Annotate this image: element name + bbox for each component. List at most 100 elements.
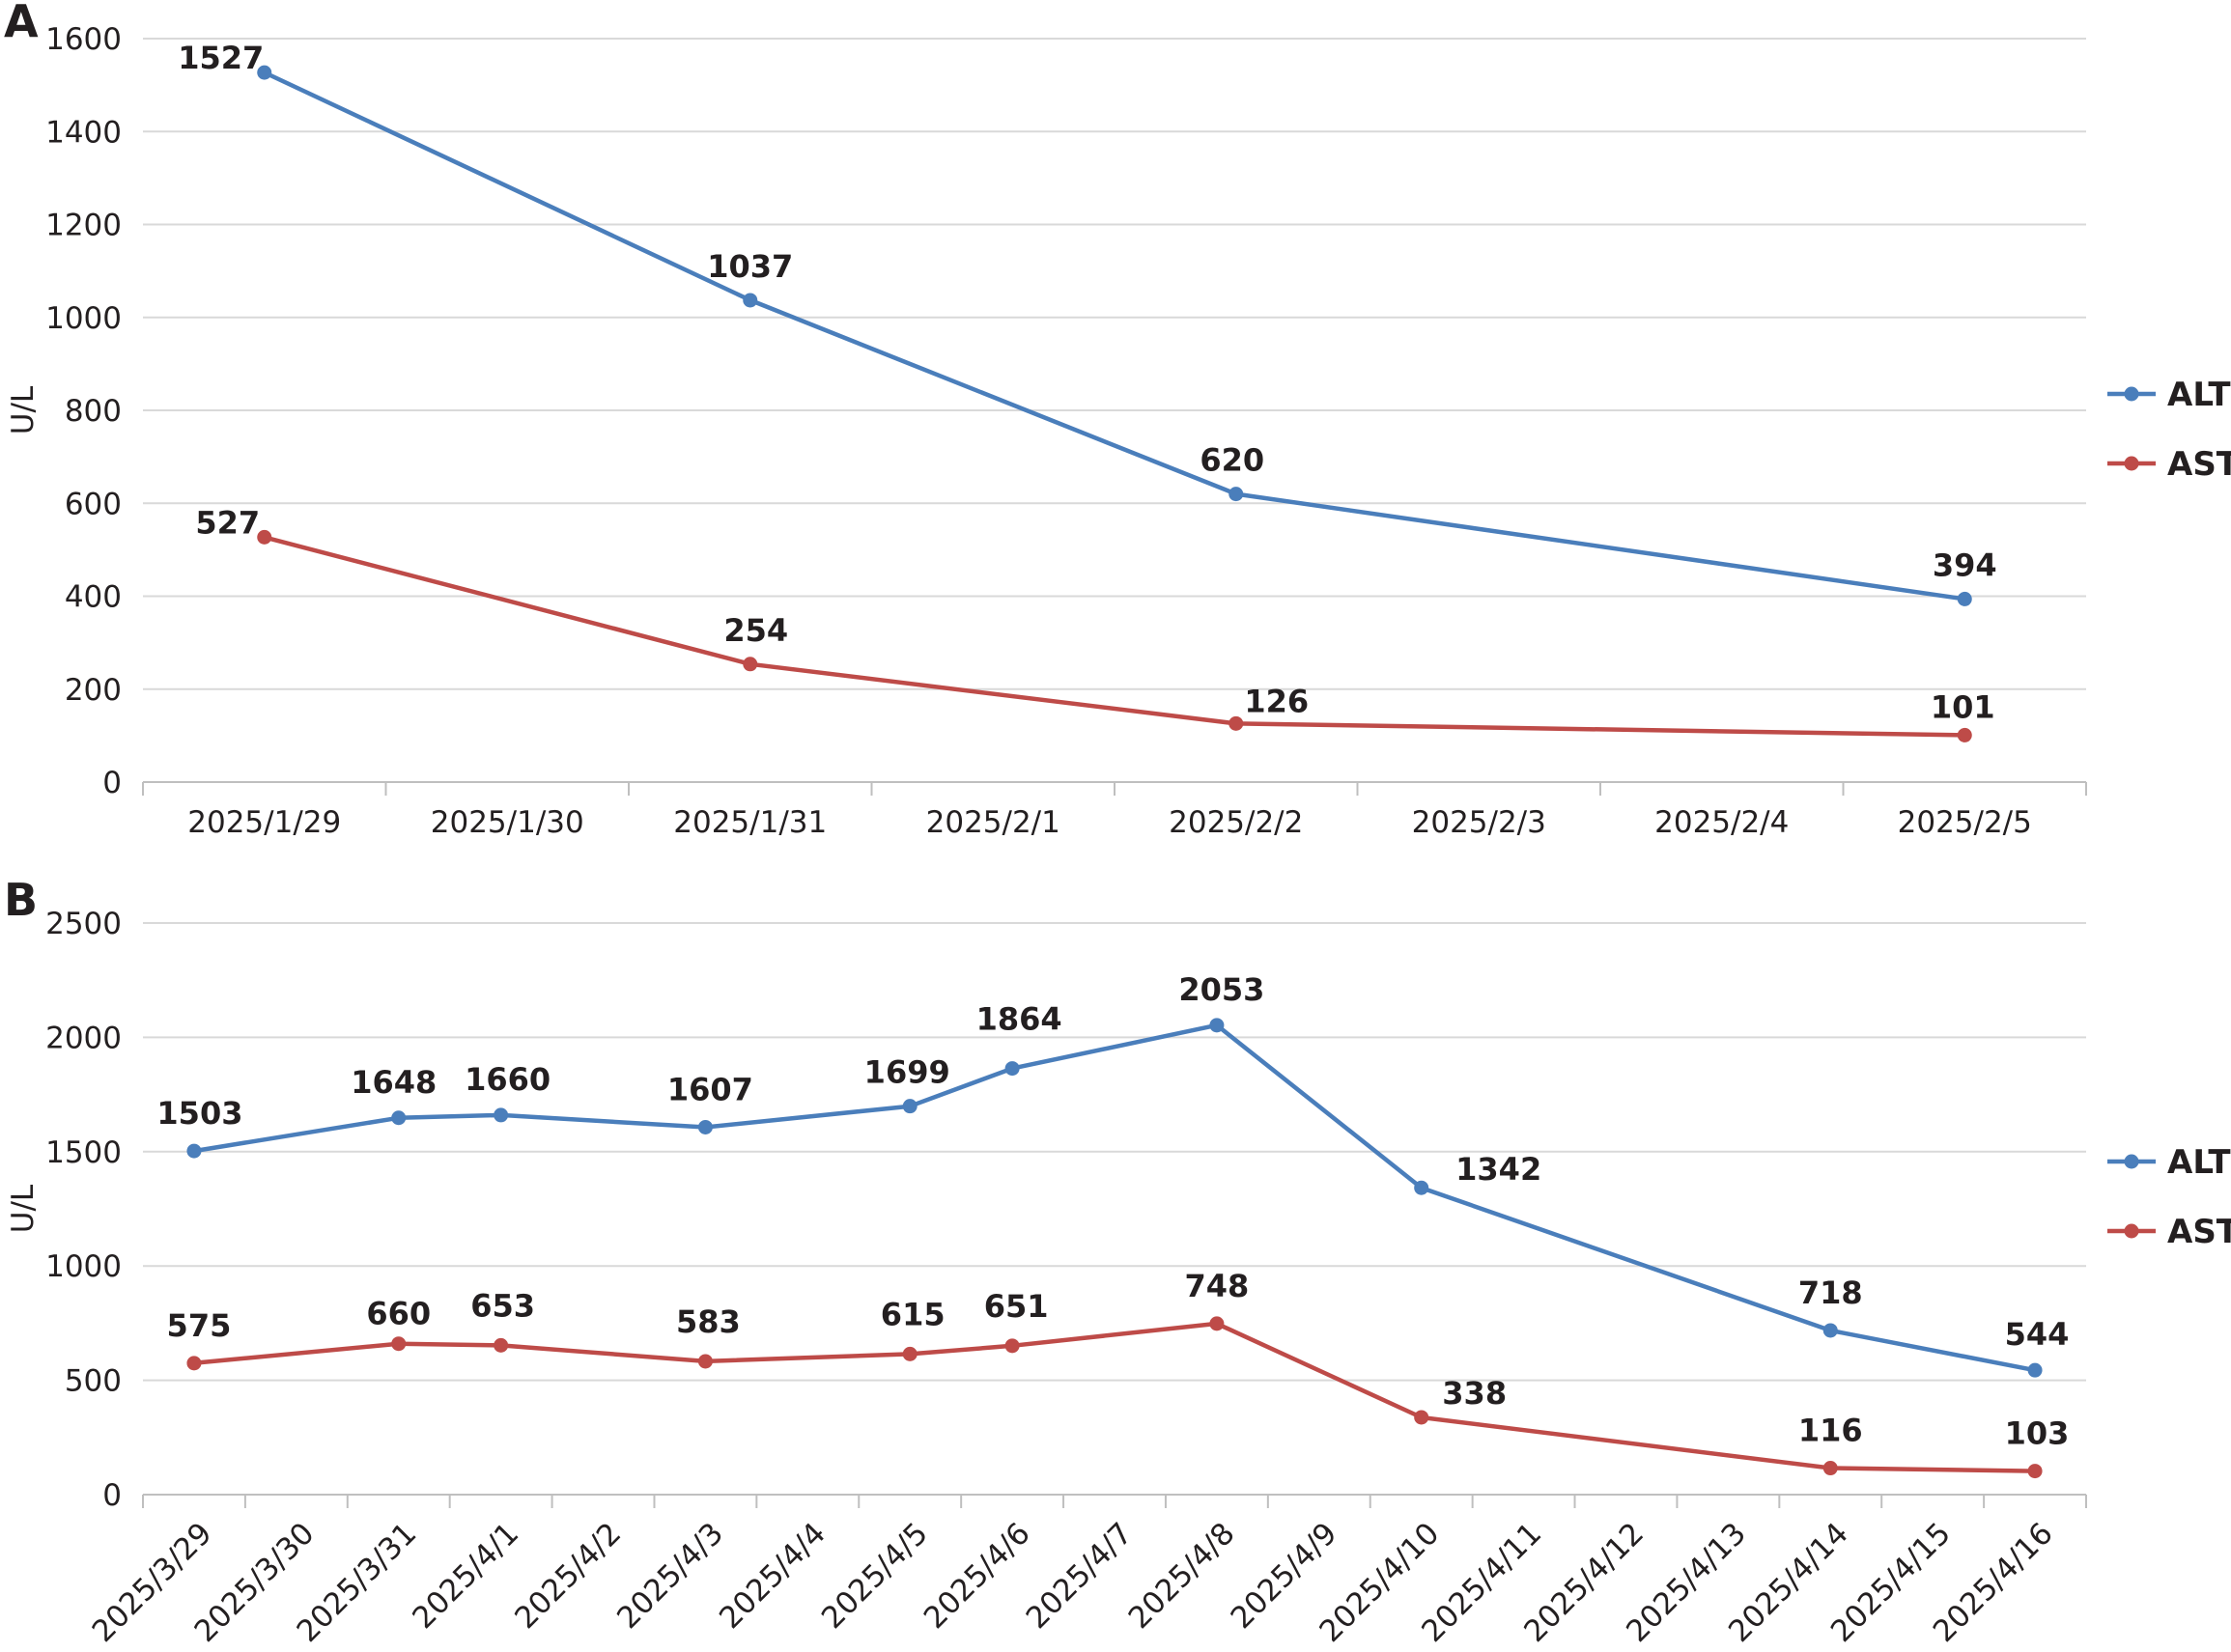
- y-tick-label: 200: [65, 673, 122, 708]
- data-label-alt: 394: [1933, 546, 1997, 583]
- y-tick-label: 1000: [45, 301, 122, 336]
- legend-marker-alt: [2124, 1154, 2139, 1169]
- data-point-ast: [494, 1337, 509, 1353]
- data-point-alt: [1228, 487, 1244, 502]
- data-label-alt: 1864: [976, 1001, 1062, 1038]
- legend-label-alt: ALT: [2167, 376, 2231, 414]
- legend-label-alt: ALT: [2167, 1143, 2231, 1182]
- data-label-alt: 1342: [1455, 1151, 1541, 1188]
- legend-label-ast: AST: [2167, 1213, 2231, 1251]
- y-tick-label: 0: [102, 1478, 122, 1513]
- data-label-alt: 2053: [1178, 971, 1264, 1008]
- data-label-ast: 338: [1442, 1375, 1507, 1412]
- data-point-alt: [697, 1119, 713, 1134]
- data-point-alt: [1209, 1018, 1225, 1033]
- data-label-alt: 1607: [667, 1071, 753, 1107]
- x-tick-label: 2025/4/1: [406, 1516, 525, 1636]
- y-tick-label: 1200: [45, 209, 122, 243]
- data-point-alt: [494, 1107, 509, 1123]
- panel-letter: B: [4, 874, 38, 926]
- series-line-ast: [193, 1321, 2036, 1473]
- data-point-ast: [1004, 1338, 1020, 1354]
- data-point-alt: [1822, 1323, 1838, 1338]
- data-label-alt: 1503: [156, 1095, 242, 1132]
- data-label-ast: 748: [1184, 1268, 1249, 1304]
- data-point-ast: [1228, 715, 1244, 731]
- data-point-alt: [2027, 1362, 2043, 1378]
- data-label-alt: 1660: [465, 1061, 551, 1098]
- data-label-ast: 527: [195, 504, 260, 541]
- legend-marker-ast: [2124, 456, 2139, 471]
- data-label-ast: 254: [723, 612, 788, 649]
- y-tick-label: 600: [65, 487, 122, 521]
- data-point-ast: [186, 1356, 202, 1371]
- legend-marker-ast: [2124, 1223, 2139, 1239]
- y-axis-label: U/L: [6, 1184, 41, 1233]
- data-point-ast: [743, 657, 758, 672]
- data-point-ast: [1209, 1316, 1225, 1331]
- data-label-ast: 583: [676, 1303, 741, 1340]
- series-line-alt: [263, 70, 1965, 602]
- data-label-ast: 116: [1798, 1413, 1863, 1449]
- chart-panel-a: A 0 200 400 600 800 1000 1200 1400 1600 2025/1/29 2…: [4, 0, 2231, 840]
- data-label-ast: 101: [1931, 688, 1995, 725]
- data-label-alt: 1037: [707, 248, 793, 285]
- data-point-alt: [391, 1110, 407, 1126]
- data-label-alt: 1648: [351, 1064, 437, 1101]
- x-tick-label: 2025/4/2: [508, 1516, 628, 1636]
- data-point-ast: [1957, 727, 1972, 742]
- data-point-ast: [902, 1346, 918, 1361]
- data-label-alt: 1699: [864, 1054, 950, 1091]
- data-label-alt: 718: [1798, 1274, 1863, 1311]
- y-tick-label: 500: [65, 1364, 122, 1399]
- data-point-alt: [257, 65, 272, 80]
- data-label-ast: 660: [366, 1296, 431, 1332]
- data-point-alt: [1957, 591, 1972, 606]
- x-tick-label: 2025/4/3: [610, 1516, 730, 1636]
- data-point-ast: [391, 1336, 407, 1352]
- x-tick-label: 2025/2/1: [926, 805, 1060, 840]
- data-point-alt: [186, 1143, 202, 1159]
- x-tick-label: 2025/1/29: [187, 805, 341, 840]
- y-tick-label: 2000: [45, 1021, 122, 1055]
- data-label-alt: 1527: [178, 40, 264, 76]
- y-tick-label: 1000: [45, 1249, 122, 1284]
- data-label-ast: 653: [470, 1287, 535, 1324]
- y-tick-label: 400: [65, 580, 122, 615]
- data-point-alt: [902, 1099, 918, 1114]
- data-point-ast: [2027, 1464, 2043, 1479]
- y-tick-label: 1500: [45, 1135, 122, 1170]
- x-tick-label: 2025/4/7: [1020, 1516, 1140, 1636]
- chart-panel-b: B050010001500200025002025/3/292025/3/302…: [4, 874, 2231, 1649]
- x-tick-label: 2025/2/5: [1898, 805, 2032, 840]
- data-point-ast: [257, 529, 272, 545]
- legend-marker-alt: [2124, 386, 2139, 402]
- x-tick-label: 2025/4/6: [918, 1516, 1037, 1636]
- y-tick-label: 0: [102, 766, 122, 800]
- data-point-alt: [743, 293, 758, 308]
- data-label-alt: 620: [1200, 442, 1264, 479]
- x-tick-label: 2025/1/31: [673, 805, 827, 840]
- data-point-alt: [1004, 1061, 1020, 1077]
- data-label-ast: 103: [2005, 1415, 2070, 1452]
- data-point-ast: [697, 1354, 713, 1369]
- y-tick-label: 1600: [45, 22, 122, 57]
- y-tick-label: 800: [65, 394, 122, 429]
- y-axis-label: U/L: [6, 385, 41, 434]
- data-label-alt: 544: [2005, 1316, 2070, 1353]
- y-tick-label: 1400: [45, 115, 122, 150]
- data-label-ast: 126: [1244, 683, 1309, 719]
- y-tick-label: 2500: [45, 907, 122, 941]
- series-line-ast: [264, 535, 1965, 738]
- data-point-alt: [1414, 1180, 1429, 1195]
- legend-label-ast: AST: [2167, 445, 2231, 484]
- x-tick-label: 2025/4/8: [1122, 1516, 1242, 1636]
- x-tick-label: 2025/4/4: [713, 1516, 833, 1636]
- x-tick-label: 2025/2/2: [1169, 805, 1303, 840]
- panel-letter: A: [4, 0, 39, 47]
- data-label-ast: 651: [984, 1288, 1049, 1325]
- x-tick-label: 2025/1/30: [431, 805, 584, 840]
- data-label-ast: 615: [881, 1296, 946, 1332]
